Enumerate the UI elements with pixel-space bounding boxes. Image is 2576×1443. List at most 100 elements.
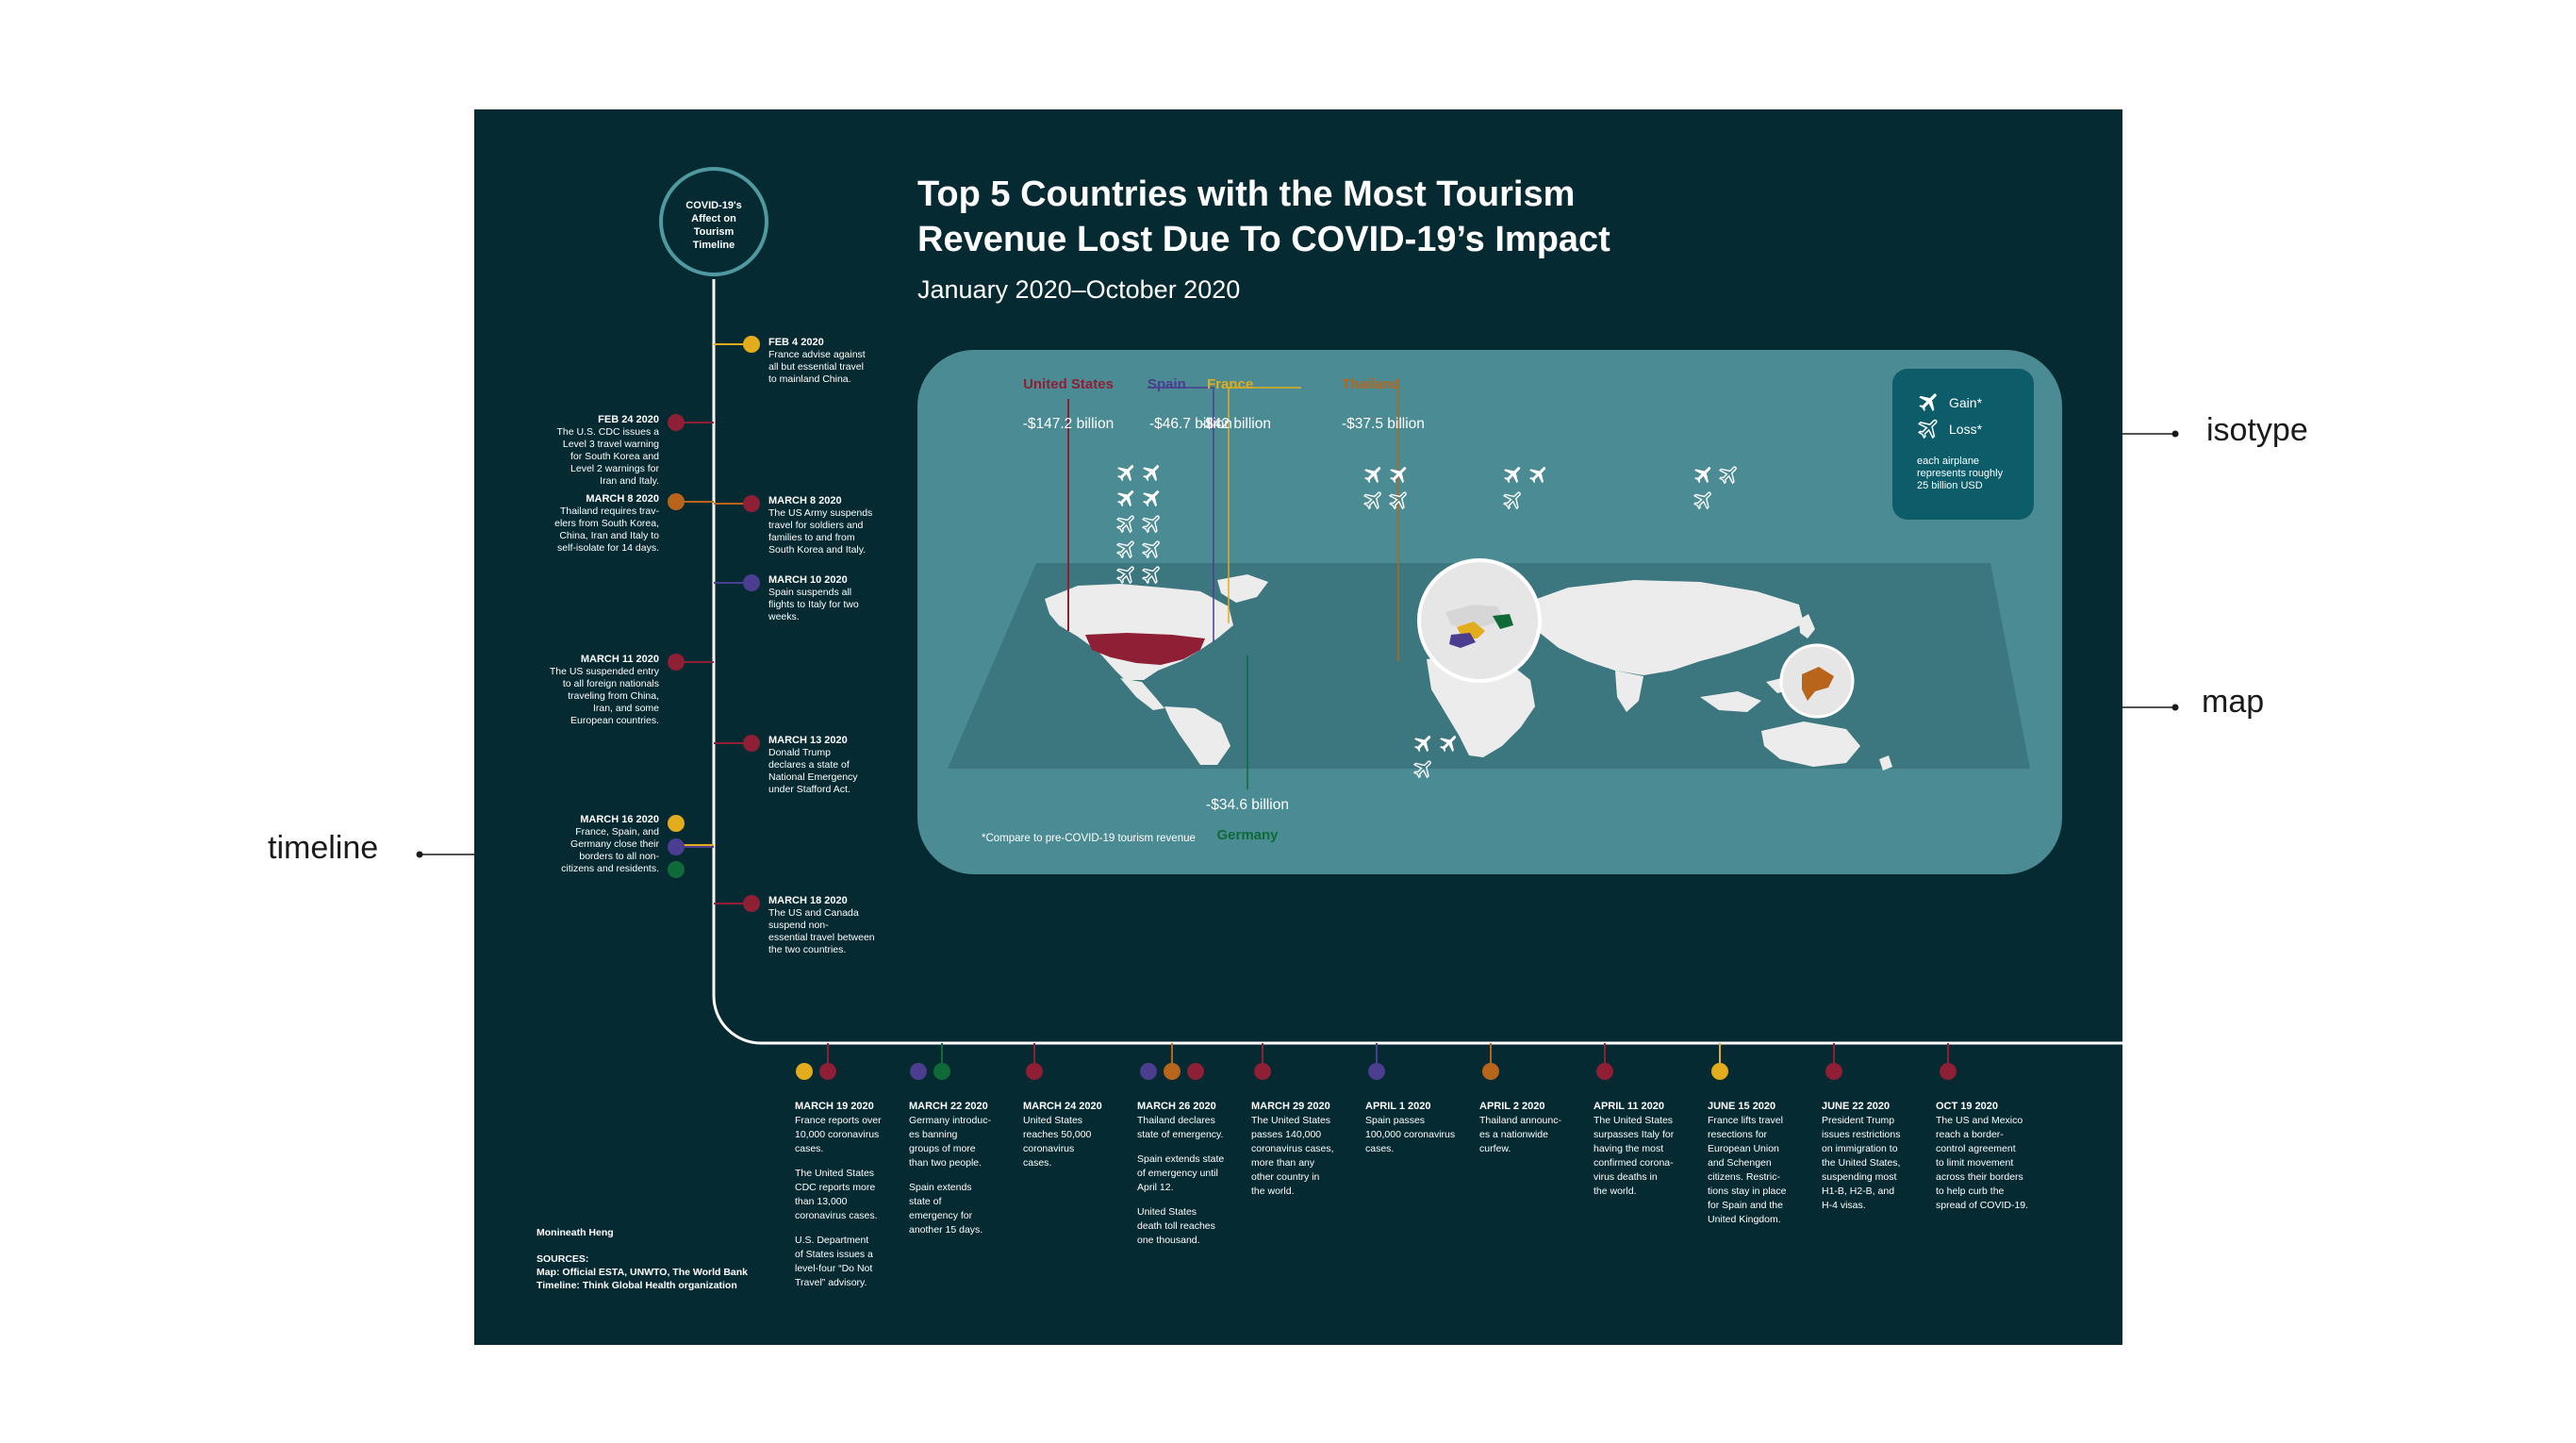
airplane-icon	[1504, 467, 1521, 484]
event-paragraph: The United States surpasses Italy for havi…	[1593, 1115, 1699, 1198]
event-date: OCT 19 2020	[1936, 1101, 1999, 1112]
event-text-line: issues restrictions	[1822, 1129, 1901, 1140]
event-text-line: resections for	[1708, 1129, 1768, 1140]
event-text-line: coronavirus cases,	[1251, 1143, 1334, 1154]
event-text-line: April 12.	[1137, 1182, 1174, 1193]
timeline-event-right: FEB 4 2020 France advise against all but e…	[768, 336, 891, 386]
timeline-event-left: FEB 24 2020 The U.S. CDC issues a Level 3 …	[527, 413, 659, 488]
event-text-line: France advise against	[768, 349, 866, 360]
event-text-line: France lifts travel	[1708, 1115, 1783, 1126]
event-text-line: European countries.	[570, 715, 659, 726]
callout-timeline-label: timeline	[268, 830, 379, 866]
event-date: MARCH 29 2020	[1251, 1101, 1330, 1112]
isotype-legend: Gain* Loss* each airplane represents rou…	[1892, 369, 2034, 520]
event-text-line: emergency for	[909, 1210, 973, 1221]
event-text-line: President Trump	[1822, 1115, 1895, 1126]
event-text-line: 10,000 coronavirus	[795, 1129, 880, 1140]
country-name-label: Germany	[1216, 827, 1279, 843]
airplane-icon	[1529, 467, 1546, 484]
country-name-label: Spain	[1148, 376, 1186, 392]
timeline-event-bottom: JUNE 15 2020 France lifts travel resection…	[1708, 1100, 1813, 1226]
country-loss-value: -$34.6 billion	[1206, 797, 1289, 813]
event-text-line: Thailand declares	[1137, 1115, 1215, 1126]
world-map	[948, 387, 2030, 789]
event-text-line: cases.	[1023, 1157, 1052, 1169]
timeline-event-bottom: MARCH 19 2020 France reports over 10,000 c…	[795, 1100, 900, 1289]
event-text-line: Iran and Italy.	[600, 475, 659, 487]
map-panel: United States -$147.2 billion Spain -$46.7 …	[917, 350, 2062, 874]
event-date: JUNE 22 2020	[1822, 1101, 1891, 1112]
timeline-event-bottom: MARCH 26 2020 Thailand declares state of e…	[1137, 1100, 1243, 1247]
event-date: MARCH 8 2020	[768, 495, 842, 506]
event-text-line: Thailand requires trav-	[559, 506, 659, 517]
event-text-line: The United States	[1251, 1115, 1331, 1126]
event-text-line: suspend non-	[768, 920, 829, 931]
event-text-line: self-isolate for 14 days.	[557, 542, 659, 554]
france-connector	[1228, 387, 1301, 623]
timeline-event-bottom: MARCH 24 2020 United States reaches 50,000…	[1023, 1100, 1129, 1169]
event-text-line: cases.	[795, 1143, 824, 1154]
event-text-line: citizens and residents.	[561, 863, 659, 874]
timeline-event-bottom: APRIL 1 2020 Spain passes 100,000 coronavi…	[1365, 1100, 1471, 1155]
event-date: MARCH 8 2020	[586, 493, 659, 505]
airplane-outline-icon	[1141, 540, 1160, 559]
event-date: FEB 4 2020	[768, 337, 824, 348]
airplane-outline-icon	[1141, 566, 1160, 585]
timeline-event-right: MARCH 18 2020 The US and Canada suspend no…	[768, 894, 891, 956]
event-date: MARCH 16 2020	[580, 814, 659, 825]
airplane-outline-icon	[1141, 515, 1160, 534]
event-date: MARCH 26 2020	[1137, 1101, 1216, 1112]
event-text-line: groups of more	[909, 1143, 976, 1154]
event-text-line: coronavirus	[1023, 1143, 1075, 1154]
airplane-outline-icon	[1115, 515, 1134, 534]
event-text-line: Germany close their	[570, 838, 659, 850]
event-text-line: more than any	[1251, 1157, 1315, 1169]
event-date: FEB 24 2020	[598, 414, 659, 425]
infographic-poster: COVID-19's Affect on Tourism Timeline To…	[474, 109, 2122, 1345]
author-name: Monineath Heng	[537, 1227, 614, 1238]
event-text-line: weeks.	[768, 611, 800, 622]
airplane-icon	[1694, 467, 1711, 484]
legend-gain-label: Gain*	[1949, 395, 1983, 410]
event-text-line: Level 2 warnings for	[570, 463, 659, 474]
event-text-line: China, Iran and Italy to	[559, 530, 659, 541]
event-text-line: tions stay in place	[1708, 1186, 1787, 1197]
event-paragraph: Thailand announc-es a nationwide curfew.	[1479, 1115, 1585, 1155]
event-text-line: CDC reports more	[795, 1182, 876, 1193]
event-paragraph: United States death toll reaches one thous…	[1137, 1206, 1243, 1247]
event-text-line: flights to Italy for two	[768, 599, 859, 610]
sources-label: SOURCES:	[537, 1253, 589, 1265]
event-text-line: travel for soldiers and	[768, 520, 864, 531]
timeline-event-right: MARCH 10 2020 Spain suspends all flights t…	[768, 573, 891, 623]
event-text-line: of emergency until	[1137, 1168, 1218, 1179]
event-text-line: citizens. Restric-	[1708, 1171, 1781, 1183]
timeline-badge: COVID-19's Affect on Tourism Timeline	[667, 199, 761, 252]
event-text-line: the United States,	[1822, 1157, 1901, 1169]
event-text-line: to limit movement	[1936, 1157, 2014, 1169]
airplane-icon	[1919, 393, 1937, 411]
europe-zoom-circle	[1417, 558, 1542, 683]
legend-note: each airplane represents roughly 25 bill…	[1917, 456, 2003, 492]
airplane-icon	[1440, 736, 1457, 753]
event-date: MARCH 10 2020	[768, 574, 848, 586]
spain-connector	[1148, 387, 1214, 642]
callout-isotype-label: isotype	[2206, 412, 2308, 448]
page-title-line2: Revenue Lost Due To COVID-19’s Impact	[917, 220, 1610, 259]
airplane-icon	[1414, 736, 1431, 753]
event-text-line: of States issues a	[795, 1249, 873, 1260]
country-name-label: France	[1207, 376, 1254, 392]
event-text-line: cases.	[1365, 1143, 1395, 1154]
airplane-icon	[1117, 465, 1134, 482]
event-paragraph: The US and Mexico reach a border-control …	[1936, 1115, 2041, 1212]
event-paragraph: Spain passes 100,000 coronavirus cases.	[1365, 1115, 1471, 1155]
event-text-line: state of emergency.	[1137, 1129, 1224, 1140]
timeline-event-left: MARCH 8 2020 Thailand requires trav-elers…	[527, 492, 659, 555]
event-text-line: United States	[1023, 1115, 1083, 1126]
event-text-line: passes 140,000	[1251, 1129, 1322, 1140]
event-text-line: European Union	[1708, 1143, 1779, 1154]
thailand-connector	[1394, 387, 1399, 661]
legend-note-line: each airplane	[1917, 456, 1980, 467]
airplane-outline-icon	[1362, 491, 1381, 510]
event-date: MARCH 19 2020	[795, 1101, 874, 1112]
event-text-line: one thousand.	[1137, 1235, 1200, 1246]
